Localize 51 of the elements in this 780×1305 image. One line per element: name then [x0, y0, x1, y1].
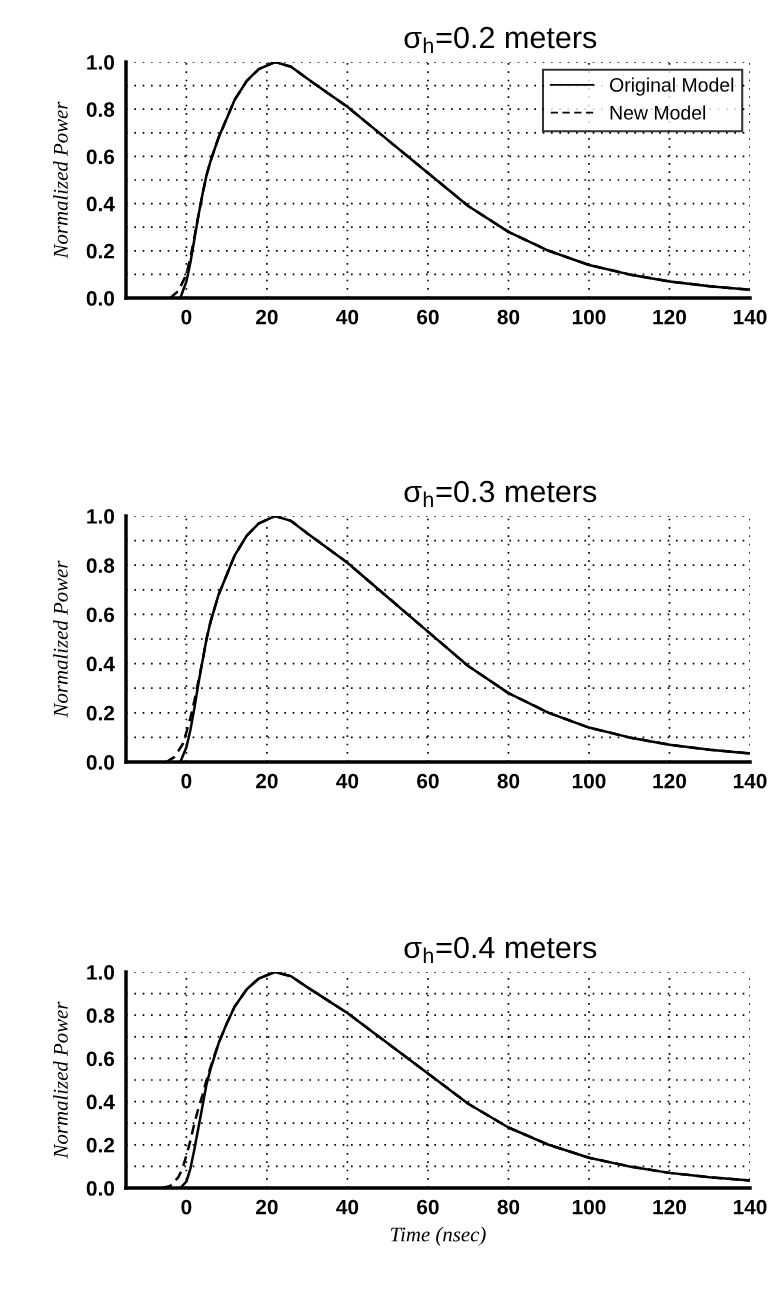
x-tick-label: 80: [497, 1199, 520, 1215]
y-tick-label: 0.8: [86, 102, 115, 117]
chart-title: σ$_{h}$=0.3 meters: [404, 480, 597, 508]
x-tick-label: 80: [497, 773, 520, 789]
x-tick-label: 60: [417, 773, 439, 789]
y-tick-label: 0.2: [86, 243, 115, 259]
y-tick-label: 0.0: [86, 1181, 115, 1196]
x-tick-label: 20: [256, 1199, 278, 1215]
x-tick-label: 40: [336, 1199, 359, 1215]
y-tick-label: 1.0: [87, 509, 115, 524]
x-tick-label: 140: [733, 773, 767, 789]
x-tick-label: 0: [181, 773, 192, 789]
x-tick-label: 40: [336, 773, 359, 789]
y-axis-title: Normalized Power: [53, 560, 68, 718]
x-tick-label: 120: [653, 1199, 687, 1215]
y-tick-label: 1.0: [87, 55, 115, 70]
y-axis-title: Normalized Power: [53, 101, 68, 259]
x-tick-label: 20: [256, 309, 278, 325]
y-tick-label: 0.2: [86, 705, 115, 721]
x-tick-label: 100: [572, 1199, 606, 1215]
chart-title: σ$_{h}$=0.4 meters: [404, 936, 597, 964]
y-tick-label: 0.4: [86, 1094, 115, 1110]
x-tick-label: 0: [181, 309, 192, 325]
x-tick-label: 60: [417, 1199, 439, 1215]
y-tick-label: 0.4: [86, 656, 115, 672]
x-tick-label: 60: [417, 309, 439, 325]
x-axis-title: Time (nsec): [391, 1226, 486, 1246]
x-tick-label: 120: [653, 773, 687, 789]
x-tick-label: 120: [653, 309, 687, 325]
legend-label: Original Model: [610, 77, 734, 96]
x-tick-label: 100: [572, 773, 606, 789]
y-tick-label: 0.2: [86, 1137, 115, 1153]
chart-title: σ$_{h}$=0.2 meters: [404, 26, 597, 54]
x-tick-label: 40: [336, 309, 359, 325]
x-tick-label: 80: [497, 309, 520, 325]
y-tick-label: 0.8: [86, 1008, 115, 1023]
legend-label: New Model: [610, 105, 706, 120]
y-tick-label: 0.6: [86, 149, 115, 165]
y-axis-title: Normalized Power: [53, 1001, 68, 1159]
x-tick-label: 20: [256, 773, 278, 789]
y-tick-label: 0.6: [86, 1051, 115, 1067]
x-tick-label: 100: [572, 309, 606, 325]
y-tick-label: 0.8: [86, 558, 115, 573]
x-tick-label: 140: [733, 309, 767, 325]
x-tick-label: 140: [733, 1199, 767, 1215]
y-tick-label: 0.0: [86, 291, 115, 306]
x-tick-label: 0: [181, 1199, 192, 1215]
y-tick-label: 0.0: [86, 755, 115, 770]
y-tick-label: 1.0: [87, 965, 115, 980]
y-tick-label: 0.4: [86, 196, 115, 212]
y-tick-label: 0.6: [86, 607, 115, 623]
